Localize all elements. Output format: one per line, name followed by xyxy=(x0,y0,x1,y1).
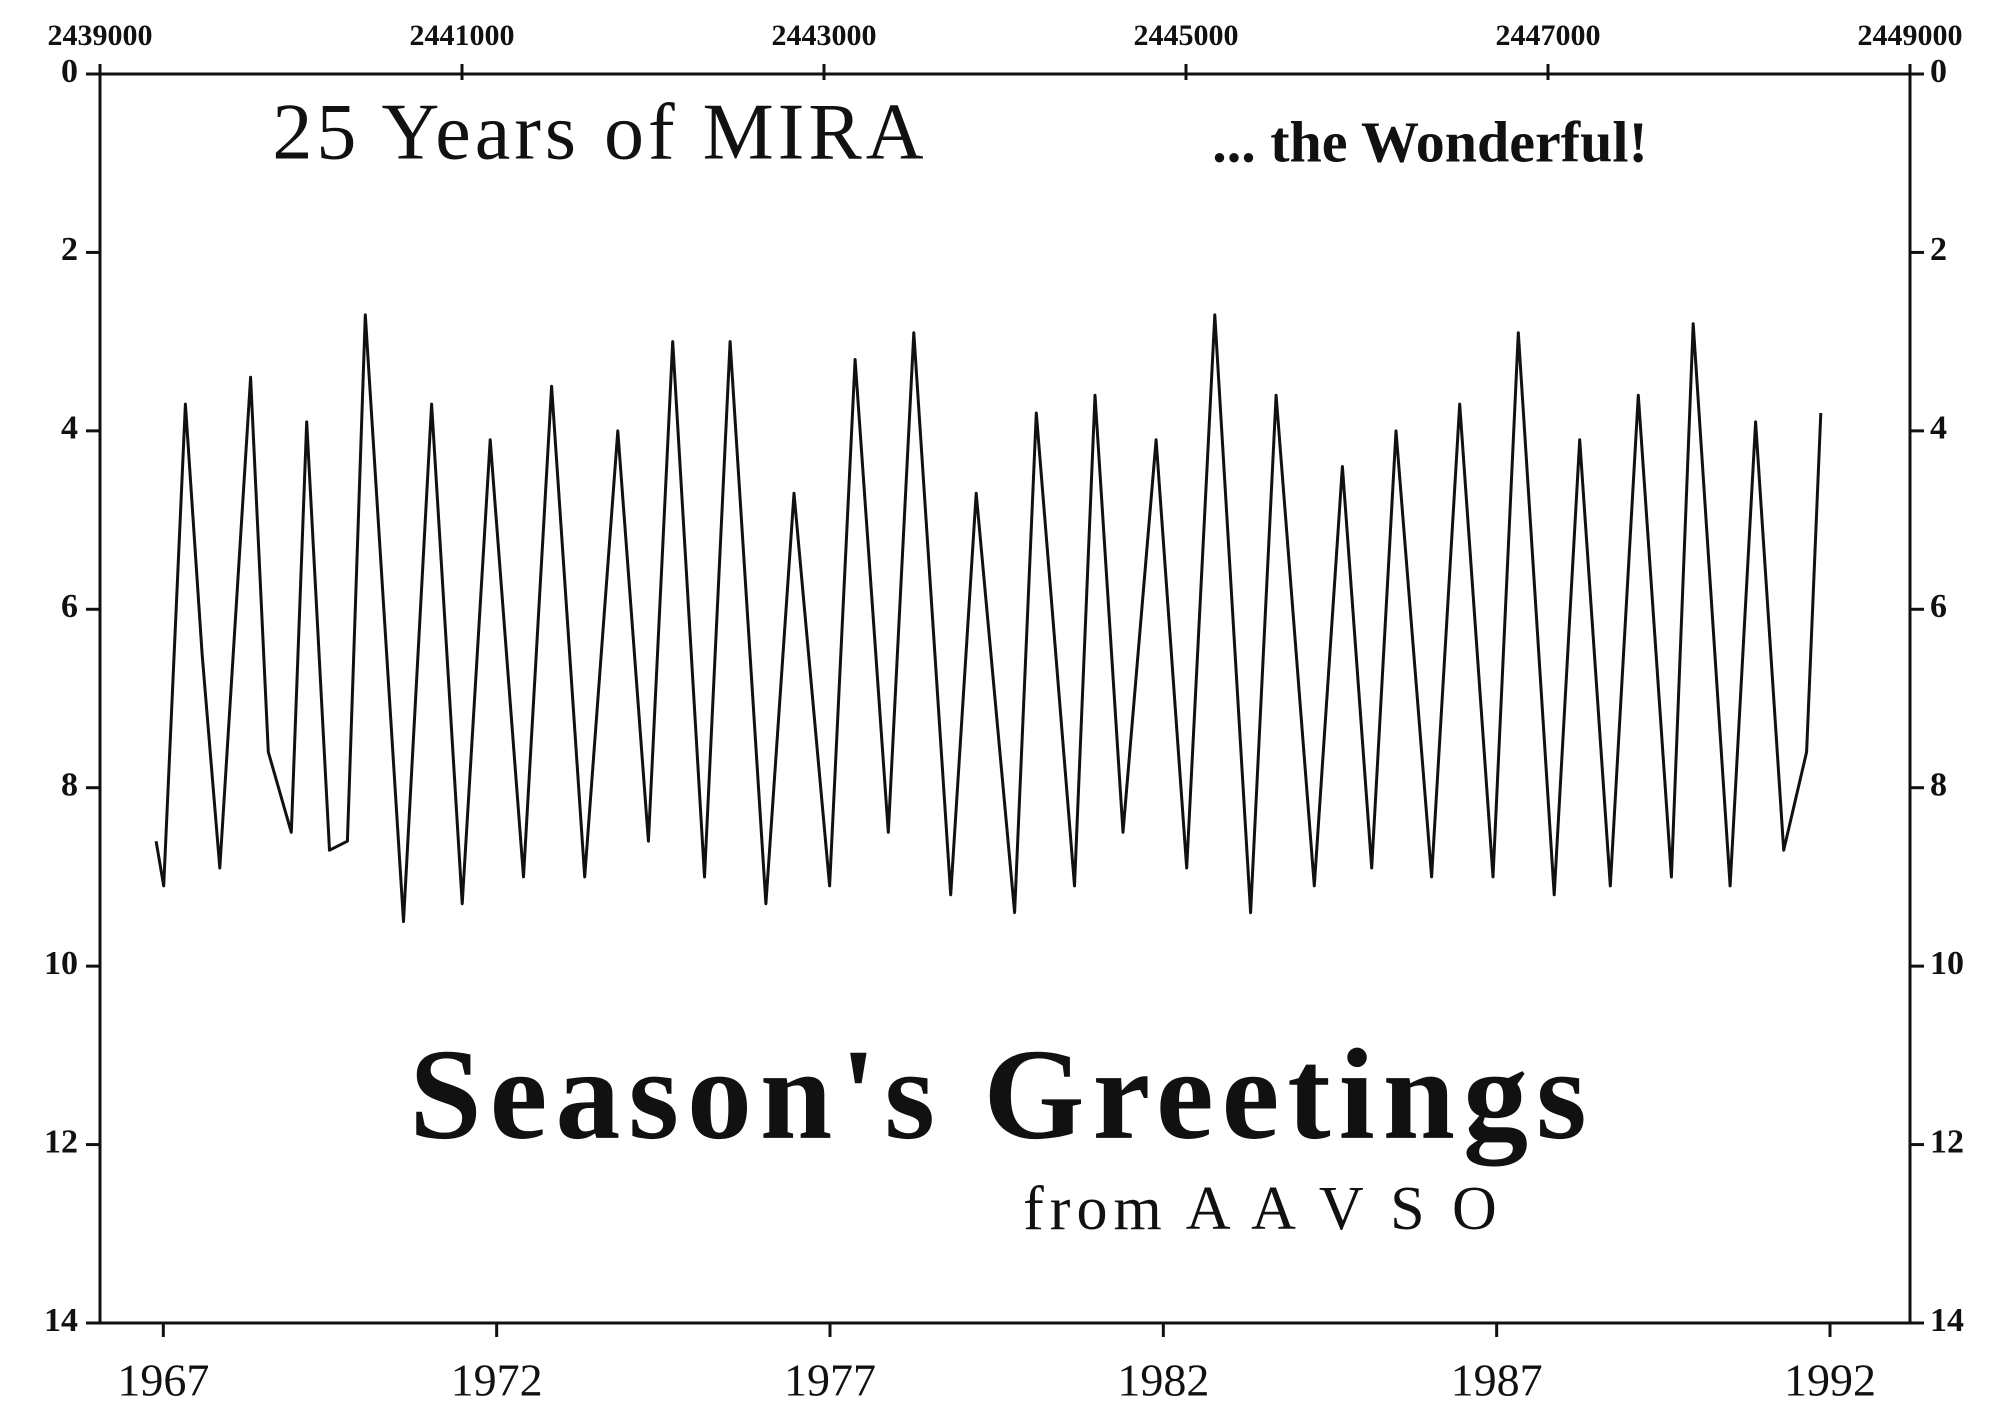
y-left-tick-label: 4 xyxy=(61,410,78,447)
y-right-tick-label: 4 xyxy=(1930,410,1947,447)
greeting: Season's Greetings xyxy=(409,1023,1594,1167)
x-top-tick-label: 2439000 xyxy=(48,19,153,52)
x-bottom-tick-label: 1987 xyxy=(1451,1355,1543,1406)
plot-frame xyxy=(98,72,1912,1325)
x-top-tick-label: 2441000 xyxy=(410,19,515,52)
chart-subtitle: ... the Wonderful! xyxy=(1212,109,1648,174)
x-bottom-tick-label: 1967 xyxy=(117,1355,209,1406)
y-right-tick-label: 6 xyxy=(1930,588,1947,625)
y-left-tick-label: 6 xyxy=(61,588,78,625)
y-right-tick-label: 12 xyxy=(1930,1123,1964,1160)
y-left-tick-label: 14 xyxy=(44,1302,78,1339)
y-left-tick-label: 8 xyxy=(61,767,78,804)
y-right-tick-label: 2 xyxy=(1930,231,1947,268)
y-left-tick-label: 12 xyxy=(44,1123,78,1160)
x-top-tick-label: 2447000 xyxy=(1496,19,1601,52)
y-right-tick-label: 10 xyxy=(1930,945,1964,982)
x-top-tick-label: 2445000 xyxy=(1134,19,1239,52)
y-right-tick-label: 14 xyxy=(1930,1302,1964,1339)
y-right-tick-label: 8 xyxy=(1930,767,1947,804)
x-bottom-tick-label: 1992 xyxy=(1784,1355,1876,1406)
y-left-tick-label: 0 xyxy=(61,53,78,90)
x-bottom-tick-label: 1982 xyxy=(1117,1355,1209,1406)
greeting-sub: from A A V S O xyxy=(1023,1175,1503,1243)
x-top-tick-label: 2449000 xyxy=(1858,19,1963,52)
x-top-tick-label: 2443000 xyxy=(772,19,877,52)
y-right-tick-label: 0 xyxy=(1930,53,1947,90)
chart-title: 25 Years of MIRA xyxy=(272,88,927,176)
x-bottom-tick-label: 1972 xyxy=(451,1355,543,1406)
y-left-tick-label: 2 xyxy=(61,231,78,268)
light-curve xyxy=(154,313,1823,923)
x-bottom-tick-label: 1977 xyxy=(784,1355,876,1406)
y-left-tick-label: 10 xyxy=(44,945,78,982)
